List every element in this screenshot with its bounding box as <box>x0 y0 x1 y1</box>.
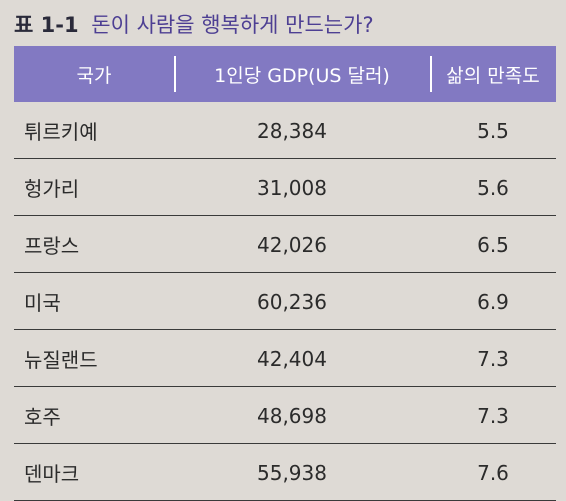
cell-gdp: 31,008 <box>257 175 327 200</box>
cell-satisfaction: 5.5 <box>477 118 509 143</box>
cell-country: 미국 <box>24 291 61 315</box>
table-number: 표 1-1 <box>14 13 79 37</box>
cell-gdp: 48,698 <box>257 403 327 428</box>
table-row: 호주 48,698 7.3 <box>14 387 556 444</box>
cell-satisfaction: 6.9 <box>477 289 509 314</box>
cell-satisfaction: 7.3 <box>477 403 509 428</box>
cell-country: 덴마크 <box>24 462 80 486</box>
cell-gdp: 42,404 <box>257 346 327 371</box>
cell-country: 호주 <box>24 405 61 429</box>
cell-gdp: 28,384 <box>257 118 327 143</box>
table-row: 뉴질랜드 42,404 7.3 <box>14 330 556 387</box>
table-row: 미국 60,236 6.9 <box>14 273 556 330</box>
cell-satisfaction: 7.3 <box>477 346 509 371</box>
table-row: 덴마크 55,938 7.6 <box>14 444 556 501</box>
table-title: 돈이 사람을 행복하게 만드는가? <box>91 13 374 37</box>
header-gdp: 1인당 GDP(US 달러) <box>174 46 430 102</box>
cell-country: 튀르키예 <box>24 120 98 144</box>
cell-gdp: 55,938 <box>257 460 327 485</box>
table-row: 튀르키예 28,384 5.5 <box>14 102 556 159</box>
cell-gdp: 60,236 <box>257 289 327 314</box>
cell-satisfaction: 7.6 <box>477 460 509 485</box>
table-header-row: 국가 1인당 GDP(US 달러) 삶의 만족도 <box>14 46 556 102</box>
header-country: 국가 <box>76 64 112 87</box>
cell-country: 뉴질랜드 <box>24 348 98 372</box>
table-row: 프랑스 42,026 6.5 <box>14 216 556 273</box>
table-row: 헝가리 31,008 5.6 <box>14 159 556 216</box>
data-table: 국가 1인당 GDP(US 달러) 삶의 만족도 튀르키예 28,384 5.5… <box>14 46 556 501</box>
cell-country: 헝가리 <box>24 177 80 201</box>
cell-satisfaction: 5.6 <box>477 175 509 200</box>
header-satisfaction: 삶의 만족도 <box>430 46 556 102</box>
cell-satisfaction: 6.5 <box>477 232 509 257</box>
cell-gdp: 42,026 <box>257 232 327 257</box>
table-caption: 표 1-1 돈이 사람을 행복하게 만드는가? <box>14 8 374 42</box>
cell-country: 프랑스 <box>24 234 80 258</box>
